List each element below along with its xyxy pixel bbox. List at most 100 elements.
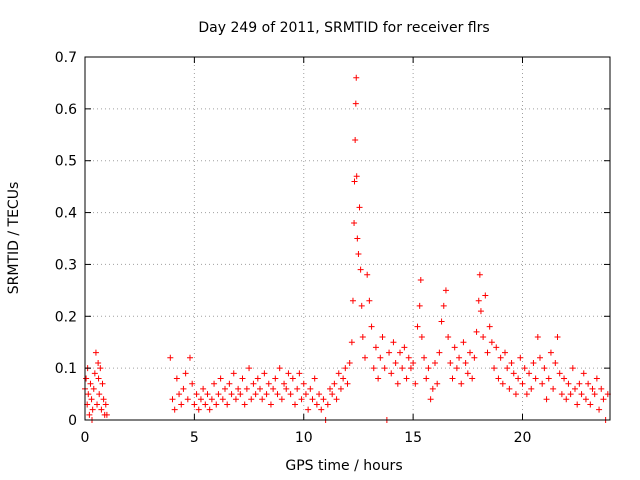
data-point: [85, 391, 92, 398]
data-point: [600, 396, 607, 403]
data-point: [200, 385, 207, 392]
data-point: [427, 396, 434, 403]
data-point: [582, 396, 589, 403]
data-point: [213, 401, 220, 408]
data-point: [99, 380, 106, 387]
data-point: [416, 302, 423, 309]
data-point: [340, 375, 347, 382]
data-point: [471, 354, 478, 361]
data-point: [193, 391, 200, 398]
data-point: [379, 334, 386, 341]
data-point: [250, 380, 257, 387]
data-point: [318, 406, 325, 413]
data-point: [95, 375, 102, 382]
data-point: [508, 359, 515, 366]
data-point: [296, 370, 303, 377]
grid: [85, 57, 610, 420]
data-point: [506, 385, 513, 392]
data-point: [211, 380, 218, 387]
data-point: [397, 349, 403, 356]
data-point: [100, 396, 107, 403]
data-point: [418, 334, 425, 341]
data-point: [311, 375, 318, 382]
data-point: [504, 365, 511, 372]
data-point: [368, 323, 375, 330]
data-point: [289, 375, 296, 382]
data-point: [596, 406, 603, 413]
data-point: [302, 391, 309, 398]
data-point: [534, 334, 541, 341]
data-point: [246, 365, 253, 372]
data-point: [98, 406, 105, 413]
data-point: [598, 385, 605, 392]
data-point: [554, 334, 561, 341]
data-point: [447, 359, 454, 366]
data-point: [263, 391, 270, 398]
y-tick-label: 0: [68, 413, 77, 429]
data-point: [482, 292, 489, 299]
data-point: [364, 271, 371, 278]
data-point: [403, 375, 410, 382]
data-point: [228, 391, 235, 398]
data-point: [237, 391, 244, 398]
data-point: [83, 375, 90, 382]
data-point: [375, 375, 382, 382]
data-point: [351, 178, 358, 185]
data-point: [484, 349, 491, 356]
data-point: [377, 354, 384, 361]
data-point: [410, 359, 417, 366]
data-point: [473, 328, 480, 335]
y-tick-label: 0.7: [55, 50, 77, 66]
y-tick-labels: 0 0.1 0.2 0.3 0.4 0.5 0.6 0.7: [55, 50, 77, 429]
data-point: [401, 344, 408, 351]
data-point: [429, 385, 436, 392]
plot-frame: [84, 56, 611, 421]
data-point: [283, 385, 290, 392]
data-point: [497, 354, 504, 361]
data-point: [399, 365, 406, 372]
data-point: [327, 385, 333, 392]
data-point: [475, 297, 482, 304]
data-point: [493, 344, 500, 351]
data-point: [372, 344, 379, 351]
data-point: [488, 339, 495, 346]
data-point: [202, 401, 209, 408]
x-axis-title: GPS time / hours: [285, 458, 402, 474]
data-point: [217, 375, 224, 382]
data-point: [574, 401, 581, 408]
data-point: [353, 173, 360, 180]
data-point: [523, 391, 530, 398]
data-point: [394, 380, 401, 387]
data-point: [519, 380, 526, 387]
data-point: [272, 375, 279, 382]
data-point: [267, 401, 274, 408]
data-point: [578, 391, 585, 398]
data-point: [287, 391, 294, 398]
data-point: [316, 391, 323, 398]
data-point: [92, 349, 99, 356]
data-point: [445, 334, 452, 341]
data-point: [285, 370, 292, 377]
data-point: [294, 385, 301, 392]
data-point: [95, 359, 102, 366]
data-point: [458, 380, 465, 387]
data-point: [359, 334, 366, 341]
data-point: [370, 365, 377, 372]
data-point: [587, 401, 594, 408]
data-point: [502, 349, 508, 356]
data-point: [543, 396, 550, 403]
data-point: [362, 354, 368, 361]
data-point: [477, 308, 484, 315]
data-point: [232, 396, 239, 403]
data-point: [460, 339, 467, 346]
data-point: [176, 391, 183, 398]
data-point: [337, 385, 344, 392]
data-point: [556, 370, 563, 377]
data-point: [197, 396, 204, 403]
data-point: [189, 380, 196, 387]
data-point: [352, 100, 359, 107]
data-point: [476, 271, 483, 278]
data-point: [517, 354, 524, 361]
data-point: [331, 380, 338, 387]
data-point: [320, 396, 327, 403]
